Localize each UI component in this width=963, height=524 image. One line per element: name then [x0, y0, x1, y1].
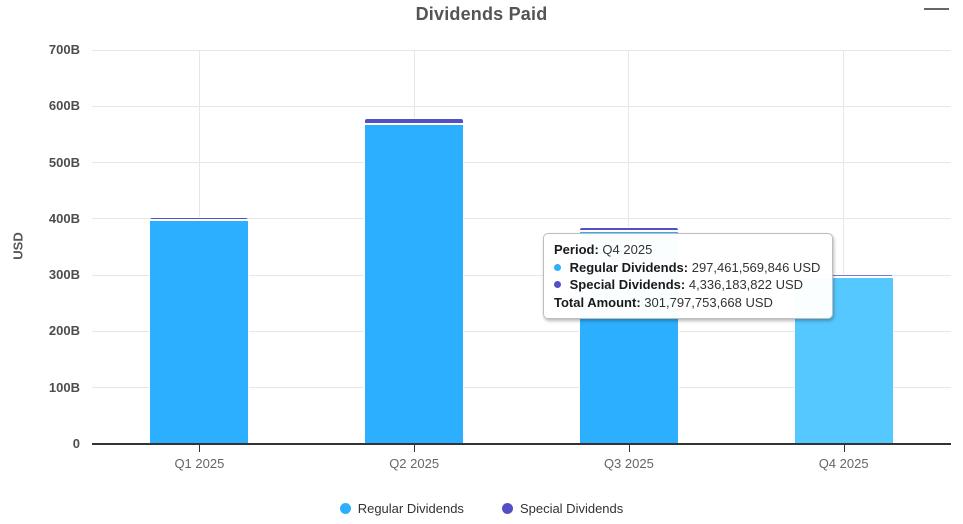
y-gridline	[92, 274, 951, 276]
legend-label: Regular Dividends	[357, 501, 464, 516]
tooltip-total-row: Total Amount: 301,797,753,668 USD	[554, 294, 822, 312]
bar-q1-2025-special-dividends[interactable]	[149, 216, 250, 220]
y-axis-label: 200B	[48, 323, 80, 339]
tooltip: Period: Q4 2025 Regular Dividends: 297,4…	[543, 233, 833, 319]
tooltip-series-row: Special Dividends: 4,336,183,822 USD	[554, 276, 822, 294]
x-axis-label: Q3 2025	[603, 456, 654, 471]
tooltip-series-value: 297,461,569,846 USD	[691, 259, 821, 275]
y-gridline	[92, 105, 951, 107]
y-axis-label: 600B	[48, 98, 80, 114]
legend: Regular Dividends Special Dividends	[0, 501, 963, 516]
tooltip-period-row: Period: Q4 2025	[554, 241, 822, 259]
tooltip-series-label: Special Dividends:	[569, 277, 686, 292]
y-axis-label: 700B	[48, 42, 80, 57]
y-axis-label: 400B	[48, 210, 80, 226]
y-axis-title: USD	[10, 232, 26, 260]
tooltip-series-label: Regular Dividends:	[569, 259, 689, 275]
y-gridline	[92, 330, 951, 332]
y-gridline	[92, 218, 951, 220]
bar-q2-2025-special-dividends[interactable]	[364, 117, 465, 125]
tooltip-series-value: 4,336,183,822 USD	[688, 277, 804, 292]
x-gridline	[843, 50, 845, 444]
special-dividends-bullet-icon	[554, 281, 561, 288]
legend-item-special-dividends[interactable]: Special Dividends	[501, 501, 624, 516]
x-axis-tick	[414, 445, 416, 452]
y-axis-label: 300B	[48, 267, 80, 283]
tooltip-period-value: Q4 2025	[602, 242, 653, 257]
legend-marker-icon	[501, 503, 513, 514]
y-gridline	[92, 162, 951, 164]
legend-label: Special Dividends	[519, 501, 624, 516]
legend-marker-icon	[339, 503, 351, 514]
hamburger-bar	[923, 7, 950, 11]
x-axis-label: Q1 2025	[174, 456, 225, 471]
y-gridline	[92, 49, 951, 51]
y-axis-label: 0	[72, 436, 80, 451]
bar-q3-2025-special-dividends[interactable]	[578, 227, 679, 231]
regular-dividends-bullet-icon	[554, 263, 561, 271]
x-axis-label: Q2 2025	[389, 456, 440, 471]
x-axis-tick	[199, 445, 201, 452]
tooltip-series-row: Regular Dividends: 297,461,569,846 USD	[554, 259, 822, 277]
x-axis-tick	[843, 445, 845, 452]
legend-item-regular-dividends[interactable]: Regular Dividends	[339, 501, 464, 516]
x-axis-label: Q4 2025	[818, 456, 869, 471]
chart-title: Dividends Paid	[415, 4, 548, 24]
tooltip-total-label: Total Amount:	[554, 294, 641, 310]
bar-q1-2025-regular-dividends[interactable]	[149, 219, 250, 444]
tooltip-total-value: 301,797,753,668 USD	[644, 294, 773, 310]
x-axis-tick	[628, 445, 630, 452]
y-axis-label: 100B	[48, 379, 80, 395]
x-axis-line	[92, 443, 951, 445]
y-axis-label: 500B	[48, 154, 80, 170]
bar-q2-2025-regular-dividends[interactable]	[364, 124, 465, 444]
tooltip-period-label: Period:	[554, 242, 599, 257]
y-gridline	[92, 387, 951, 389]
hamburger-menu-icon[interactable]	[923, 7, 950, 26]
